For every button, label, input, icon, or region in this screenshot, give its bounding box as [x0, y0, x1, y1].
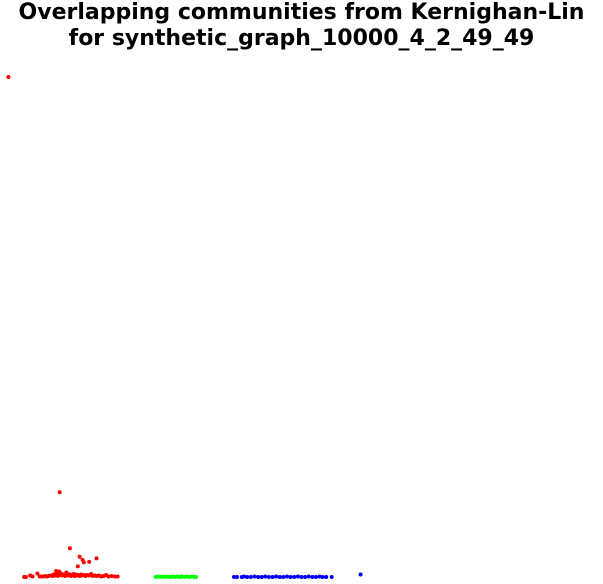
scatter-point: [306, 574, 311, 579]
scatter-point: [358, 572, 363, 577]
scatter-point: [270, 575, 275, 579]
scatter-point: [274, 574, 279, 579]
chart-title-line-2: for synthetic_graph_10000_4_2_49_49: [68, 26, 535, 51]
scatter-point: [263, 574, 268, 579]
plot-points: [6, 75, 363, 579]
scatter-point: [285, 574, 289, 579]
scatter-point: [324, 575, 329, 579]
scatter-point: [54, 569, 59, 573]
chart-title-line-1: Overlapping communities from Kernighan-L…: [18, 0, 585, 25]
scatter-point: [106, 574, 111, 579]
scatter-point: [299, 575, 304, 579]
scatter-point: [329, 575, 334, 579]
scatter-point: [320, 575, 325, 579]
scatter-point: [57, 490, 62, 495]
scatter-point: [248, 575, 253, 579]
scatter-point: [317, 574, 322, 579]
scatter-point: [109, 574, 114, 578]
scatter-point: [252, 574, 257, 579]
scatter-point: [115, 574, 120, 579]
scatter-point: [30, 574, 35, 579]
scatter-point: [87, 559, 92, 564]
scatter-point: [266, 575, 271, 579]
scatter-point: [232, 575, 236, 579]
scatter-point: [67, 546, 72, 551]
scatter-point: [23, 575, 28, 579]
scatter-point: [112, 574, 117, 579]
scatter-point: [77, 554, 82, 559]
scatter-point: [6, 75, 11, 79]
scatter-point: [37, 574, 42, 579]
scatter-point: [242, 574, 247, 579]
scatter-point: [256, 575, 261, 579]
scatter-point: [35, 571, 40, 576]
scatter-point: [303, 575, 308, 579]
scatter-point: [314, 575, 318, 579]
chart-title: Overlapping communities from Kernighan-L…: [0, 0, 603, 52]
scatter-point: [245, 575, 250, 579]
scatter-point: [94, 556, 99, 561]
scatter-point: [75, 564, 80, 569]
scatter-point: [194, 575, 198, 579]
scatter-point: [235, 575, 239, 579]
scatter-point: [259, 575, 264, 579]
scatter-point: [295, 574, 300, 579]
scatter-point: [292, 575, 297, 579]
scatter-point: [310, 575, 315, 579]
scatter-point: [81, 560, 86, 565]
scatter-point: [288, 575, 293, 579]
scatter-point: [281, 575, 286, 579]
scatter-point: [277, 575, 282, 579]
